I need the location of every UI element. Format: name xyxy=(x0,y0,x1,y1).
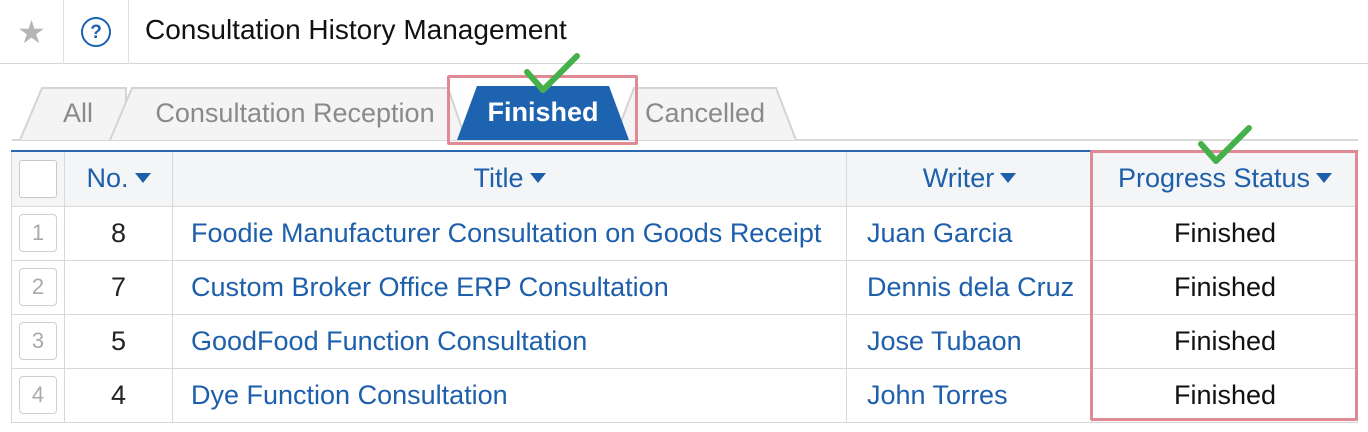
row-select-cell: 1 xyxy=(11,205,65,261)
cell-no: 8 xyxy=(64,205,173,261)
cell-writer-link[interactable]: John Torres xyxy=(846,367,1093,423)
tab-shape xyxy=(457,86,629,140)
row-index-box[interactable]: 2 xyxy=(19,268,57,306)
cell-writer-link[interactable]: Dennis dela Cruz xyxy=(846,259,1093,315)
sort-caret-icon xyxy=(1000,173,1017,184)
tab-cancelled[interactable]: Cancelled xyxy=(612,86,798,140)
cell-title-link[interactable]: Dye Function Consultation xyxy=(172,367,847,423)
tab-label: Consultation Reception xyxy=(155,97,435,128)
column-header-label: Writer xyxy=(922,163,995,194)
cell-title-link[interactable]: GoodFood Function Consultation xyxy=(172,313,847,369)
help-icon: ? xyxy=(81,17,111,47)
cell-title-link[interactable]: Foodie Manufacturer Consultation on Good… xyxy=(172,205,847,261)
table-row[interactable]: 2 7 Custom Broker Office ERP Consultatio… xyxy=(11,259,1358,315)
tab-consultation-reception[interactable]: Consultation Reception xyxy=(108,86,468,140)
cell-writer-link[interactable]: Jose Tubaon xyxy=(846,313,1093,369)
cell-writer-link[interactable]: Juan Garcia xyxy=(846,205,1093,261)
tab-shape xyxy=(613,87,797,140)
select-all-checkbox[interactable] xyxy=(19,159,57,198)
column-header-title[interactable]: Title xyxy=(172,150,847,207)
favorite-button[interactable]: ★ xyxy=(0,0,64,64)
row-index-box[interactable]: 4 xyxy=(19,376,57,414)
check-icon xyxy=(1198,125,1252,164)
table-header-row: No. Title Writer Progress Status xyxy=(11,150,1358,207)
tab-shape xyxy=(109,87,467,140)
cell-no: 4 xyxy=(64,367,173,423)
cell-no: 5 xyxy=(64,313,173,369)
cell-progress-status: Finished xyxy=(1092,205,1358,261)
cell-progress-status: Finished xyxy=(1092,259,1358,315)
select-all-cell xyxy=(11,150,65,207)
row-select-cell: 4 xyxy=(11,367,65,423)
sort-caret-icon xyxy=(1316,173,1333,184)
column-header-label: Progress Status xyxy=(1117,163,1311,194)
table-row[interactable]: 3 5 GoodFood Function Consultation Jose … xyxy=(11,313,1358,369)
cell-progress-status: Finished xyxy=(1092,367,1358,423)
row-index-box[interactable]: 3 xyxy=(19,322,57,360)
tab-bar: All Consultation Reception Cancelled Fin… xyxy=(0,64,1368,144)
cell-no: 7 xyxy=(64,259,173,315)
tab-all[interactable]: All xyxy=(18,86,128,140)
star-icon: ★ xyxy=(17,14,46,50)
tab-divider xyxy=(12,139,1358,141)
column-header-no[interactable]: No. xyxy=(64,150,173,207)
help-button[interactable]: ? xyxy=(64,0,129,64)
row-select-cell: 3 xyxy=(11,313,65,369)
cell-progress-status: Finished xyxy=(1092,313,1358,369)
page-title: Consultation History Management xyxy=(145,14,567,45)
tab-label: Cancelled xyxy=(644,97,766,128)
sort-caret-icon xyxy=(529,173,546,184)
column-header-writer[interactable]: Writer xyxy=(846,150,1093,207)
cell-title-link[interactable]: Custom Broker Office ERP Consultation xyxy=(172,259,847,315)
table-row[interactable]: 1 8 Foodie Manufacturer Consultation on … xyxy=(11,205,1358,261)
tab-label: Finished xyxy=(487,96,599,127)
row-index-box[interactable]: 1 xyxy=(19,214,57,252)
sort-caret-icon xyxy=(134,173,151,184)
column-header-progress-status[interactable]: Progress Status xyxy=(1092,150,1358,207)
table-row[interactable]: 4 4 Dye Function Consultation John Torre… xyxy=(11,367,1358,423)
consultation-table: No. Title Writer Progress Status 1 8 Foo… xyxy=(11,150,1358,423)
check-icon xyxy=(524,53,580,93)
column-header-label: Title xyxy=(473,163,524,194)
tab-label: All xyxy=(62,97,93,128)
column-header-label: No. xyxy=(86,163,129,194)
page-header: ★ ? Consultation History Management xyxy=(0,0,1368,64)
tab-finished[interactable]: Finished xyxy=(457,84,629,140)
row-select-cell: 2 xyxy=(11,259,65,315)
